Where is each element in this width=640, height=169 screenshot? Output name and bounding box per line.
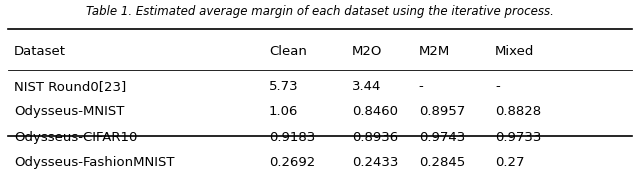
Text: Mixed: Mixed <box>495 45 534 58</box>
Text: 0.2845: 0.2845 <box>419 156 465 169</box>
Text: 1.06: 1.06 <box>269 105 298 118</box>
Text: Table 1. Estimated average margin of each dataset using the iterative process.: Table 1. Estimated average margin of eac… <box>86 5 554 18</box>
Text: M2M: M2M <box>419 45 450 58</box>
Text: NIST Round0[23]: NIST Round0[23] <box>14 80 126 93</box>
Text: 0.2692: 0.2692 <box>269 156 316 169</box>
Text: 0.8460: 0.8460 <box>352 105 398 118</box>
Text: 0.9743: 0.9743 <box>419 130 465 143</box>
Text: 0.27: 0.27 <box>495 156 525 169</box>
Text: Odysseus-MNIST: Odysseus-MNIST <box>14 105 125 118</box>
Text: 0.8936: 0.8936 <box>352 130 398 143</box>
Text: Odysseus-CIFAR10: Odysseus-CIFAR10 <box>14 130 138 143</box>
Text: 5.73: 5.73 <box>269 80 299 93</box>
Text: 0.8828: 0.8828 <box>495 105 541 118</box>
Text: M2O: M2O <box>352 45 382 58</box>
Text: 0.2433: 0.2433 <box>352 156 398 169</box>
Text: -: - <box>495 80 500 93</box>
Text: 0.9183: 0.9183 <box>269 130 316 143</box>
Text: -: - <box>419 80 424 93</box>
Text: Dataset: Dataset <box>14 45 66 58</box>
Text: 0.9733: 0.9733 <box>495 130 541 143</box>
Text: 3.44: 3.44 <box>352 80 381 93</box>
Text: Odysseus-FashionMNIST: Odysseus-FashionMNIST <box>14 156 175 169</box>
Text: 0.8957: 0.8957 <box>419 105 465 118</box>
Text: Clean: Clean <box>269 45 307 58</box>
